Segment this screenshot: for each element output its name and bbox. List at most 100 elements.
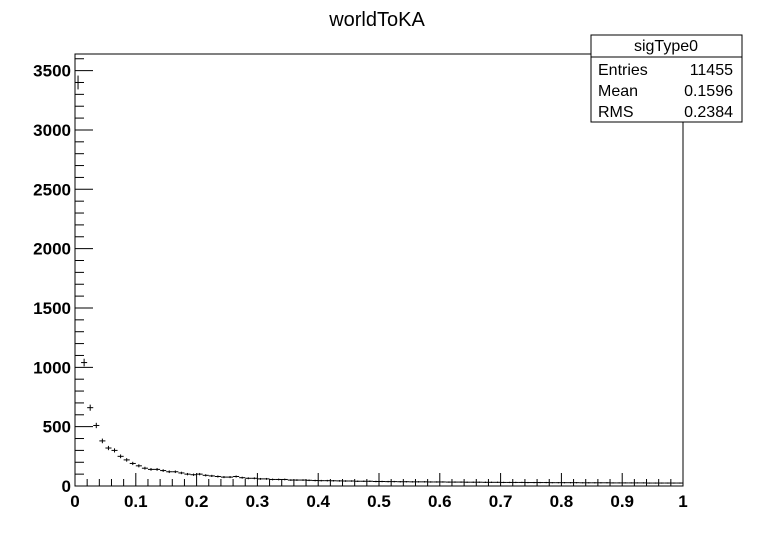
histogram-bin — [275, 478, 282, 481]
histogram-bin — [293, 479, 300, 481]
histogram-bin — [251, 477, 258, 480]
histogram-bin — [147, 467, 155, 471]
histogram-bin — [299, 479, 307, 481]
histogram-bin — [628, 482, 635, 484]
histogram-bin — [494, 481, 501, 483]
histogram-bin — [573, 482, 580, 484]
histogram-bin — [324, 479, 331, 482]
histogram-bin — [622, 482, 629, 484]
y-tick-label: 500 — [43, 418, 71, 437]
histogram-bin — [591, 482, 598, 484]
x-tick-label: 0.3 — [246, 492, 270, 511]
histogram-bin — [141, 466, 148, 470]
histogram-bin — [433, 481, 440, 483]
stats-box: sigType0 Entries 11455 Mean 0.1596 RMS 0… — [590, 34, 743, 123]
y-axis: 0 500 1000 1500 2000 2500 3000 3500 — [33, 58, 93, 496]
histogram-bin — [531, 481, 538, 484]
histogram-bin — [239, 476, 246, 479]
stats-rms-value: 0.2384 — [684, 104, 733, 121]
x-tick-label: 1 — [678, 492, 687, 511]
histogram-bin — [202, 474, 209, 477]
histogram-bin — [81, 358, 88, 367]
histogram-bin — [476, 481, 483, 483]
histogram-bin — [220, 476, 227, 479]
histogram-bin — [75, 75, 82, 90]
stats-mean-value: 0.1596 — [684, 83, 733, 100]
histogram-bin — [196, 472, 203, 476]
chart-title: worldToKA — [328, 9, 425, 31]
histogram-bin — [330, 479, 337, 482]
y-tick-label: 1500 — [33, 299, 71, 318]
x-tick-label: 0.9 — [610, 492, 634, 511]
histogram-bin — [342, 480, 349, 482]
stats-entries-value: 11455 — [690, 62, 733, 79]
data-markers — [75, 75, 683, 484]
histogram-bin — [646, 482, 653, 484]
histogram-bin — [482, 481, 489, 483]
histogram-bin — [458, 481, 465, 483]
histogram-bin — [135, 464, 142, 468]
histogram-bin — [518, 481, 525, 484]
histogram-bin — [640, 482, 647, 484]
x-tick-label: 0.7 — [489, 492, 513, 511]
histogram-bin — [306, 479, 313, 482]
y-tick-label: 3000 — [33, 121, 71, 140]
histogram-bin — [166, 470, 173, 474]
y-tick-label: 2500 — [33, 180, 71, 199]
x-tick-label: 0.5 — [367, 492, 391, 511]
histogram-bin — [488, 481, 495, 483]
histogram-bin — [227, 476, 234, 479]
histogram-bin — [372, 480, 379, 483]
stats-mean-label: Mean — [598, 83, 638, 100]
histogram-bin — [87, 404, 94, 411]
histogram-bin — [579, 482, 586, 484]
histogram-bin — [658, 482, 665, 484]
histogram-bin — [555, 482, 562, 484]
histogram-bin — [427, 481, 434, 483]
y-tick-label: 1000 — [33, 358, 71, 377]
histogram-bin — [421, 481, 428, 483]
histogram-bin — [105, 445, 112, 451]
histogram-bin — [664, 482, 671, 484]
histogram-bin — [366, 480, 373, 483]
histogram-bin — [99, 438, 106, 444]
histogram-bin — [190, 473, 197, 476]
histogram-bin — [233, 475, 240, 478]
histogram-bin — [379, 480, 386, 483]
histogram-bin — [537, 481, 544, 484]
histogram-bin — [154, 467, 161, 471]
stats-rms-label: RMS — [598, 104, 634, 121]
histogram-bin — [318, 479, 325, 482]
histogram-bin — [670, 482, 677, 484]
histogram-bin — [123, 458, 130, 462]
histogram-bin — [263, 477, 270, 480]
histogram-bin — [348, 480, 355, 482]
x-tick-label: 0.4 — [306, 492, 330, 511]
histogram-bin — [93, 422, 100, 429]
histogram-bin — [360, 480, 367, 483]
histogram-bin — [129, 461, 136, 466]
x-tick-label: 0.6 — [428, 492, 452, 511]
histogram-bin — [634, 482, 641, 484]
histogram-bin — [616, 482, 623, 484]
histogram-bin — [403, 481, 410, 483]
histogram-bin — [312, 479, 319, 482]
histogram-bin — [567, 482, 574, 484]
histogram-bin — [184, 472, 191, 476]
histogram-bin — [117, 454, 124, 459]
histogram-bin — [178, 471, 185, 475]
histogram-bin — [585, 482, 592, 484]
histogram-bin — [439, 481, 446, 483]
histogram-bin — [287, 479, 294, 481]
histogram-bin — [111, 448, 118, 453]
histogram-bin — [269, 478, 276, 481]
histogram-bin — [512, 481, 519, 484]
histogram-bin — [385, 480, 392, 483]
histogram-bin — [445, 481, 452, 483]
y-tick-label: 0 — [62, 477, 71, 496]
histogram-bin — [281, 478, 288, 481]
histogram-bin — [676, 482, 683, 484]
y-tick-label: 3500 — [33, 62, 71, 81]
histogram-bin — [409, 481, 416, 483]
histogram-bin — [464, 481, 471, 483]
